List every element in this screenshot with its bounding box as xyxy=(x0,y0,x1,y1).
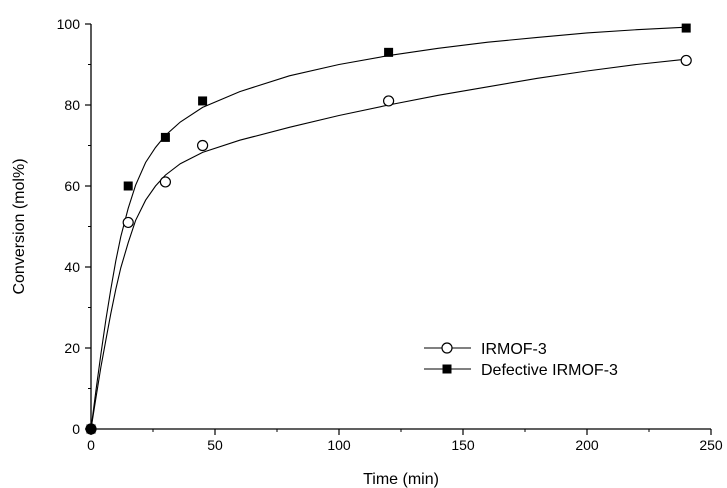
data-point-defective-irmof-3 xyxy=(160,132,170,142)
y-tick-label: 100 xyxy=(57,16,81,32)
y-axis-title: Conversion (mol%) xyxy=(11,158,28,294)
data-points xyxy=(85,23,692,435)
data-point-defective-irmof-3 xyxy=(198,96,208,106)
data-point-irmof-3 xyxy=(197,139,209,152)
legend-marker-irmof-3 xyxy=(441,342,453,354)
fit-curves xyxy=(90,26,687,430)
x-tick-label: 0 xyxy=(87,437,95,453)
data-point-defective-irmof-3 xyxy=(681,23,691,33)
y-tick-label: 20 xyxy=(64,340,80,356)
legend-marker-defective-irmof-3 xyxy=(442,364,452,374)
data-point-irmof-3 xyxy=(383,95,395,107)
data-point-irmof-3 xyxy=(122,216,134,229)
data-point-defective-irmof-3 xyxy=(123,181,133,191)
x-tick-label: 250 xyxy=(699,437,723,453)
data-point-irmof-3 xyxy=(680,54,692,67)
x-tick-label: 200 xyxy=(575,437,599,453)
y-tick-label: 80 xyxy=(64,97,80,113)
axes: 0 50 100 150 200 250 0 20 40 60 80 100 xyxy=(57,16,723,453)
legend-label-defective-irmof-3: Defective IRMOF-3 xyxy=(481,362,618,379)
y-tick-label: 0 xyxy=(72,421,80,437)
fit-curve-series-1 xyxy=(90,26,687,430)
x-axis-title: Time (min) xyxy=(363,471,439,488)
y-tick-label: 40 xyxy=(64,259,80,275)
x-tick-label: 150 xyxy=(451,437,475,453)
data-point-defective-irmof-3 xyxy=(384,47,394,57)
legend: IRMOF-3 Defective IRMOF-3 xyxy=(424,341,618,379)
legend-label-irmof-3: IRMOF-3 xyxy=(481,341,547,358)
data-point-defective-irmof-3 xyxy=(86,424,96,434)
data-point-irmof-3 xyxy=(159,176,171,188)
x-tick-label: 100 xyxy=(327,437,351,453)
y-tick-label: 60 xyxy=(64,178,80,194)
fit-curve-series-0 xyxy=(90,58,687,430)
x-tick-label: 50 xyxy=(207,437,223,453)
